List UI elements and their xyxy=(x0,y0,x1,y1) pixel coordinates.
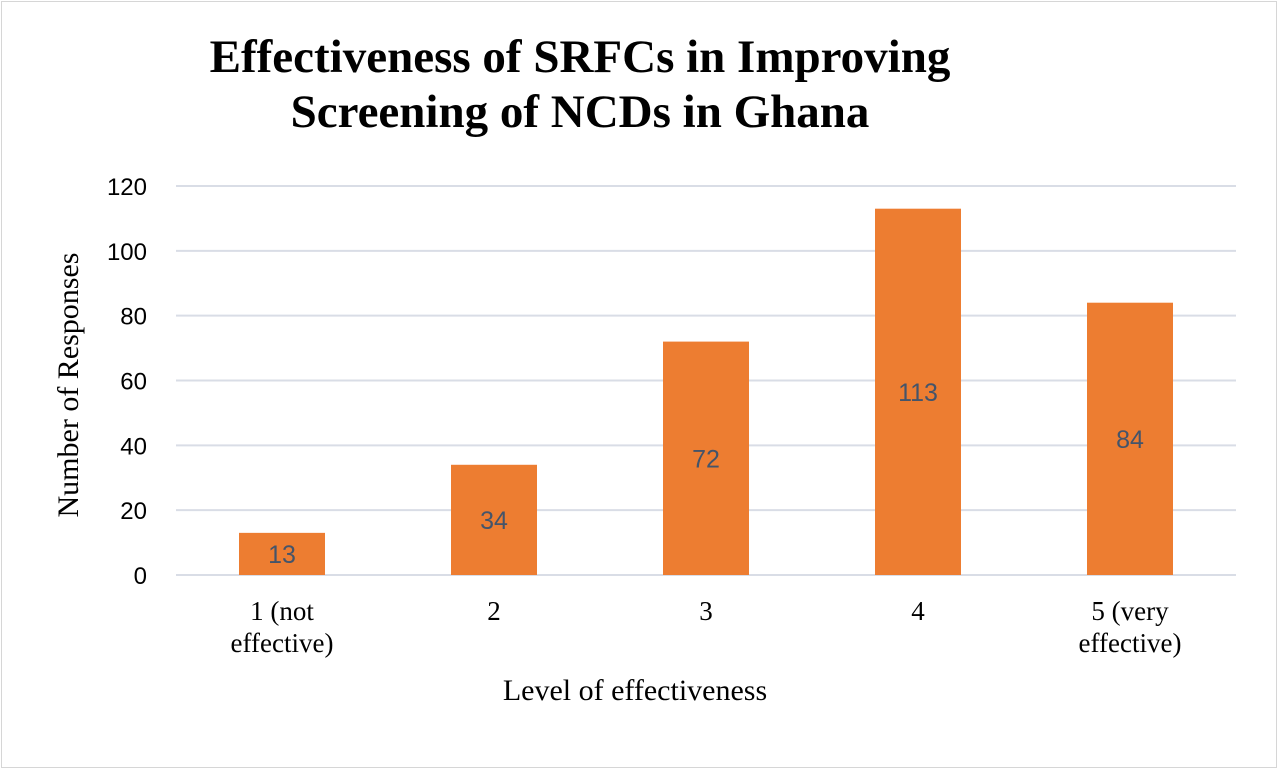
y-tick-label: 40 xyxy=(120,433,147,460)
y-tick-label: 80 xyxy=(120,304,147,331)
bar xyxy=(875,208,961,576)
x-axis-ticks: 1 (not effective) 2 3 4 5 (very effective) xyxy=(231,596,1182,658)
x-tick-label: 4 xyxy=(911,596,925,626)
bars xyxy=(239,208,1173,576)
y-tick-label: 20 xyxy=(120,498,147,525)
bar xyxy=(451,464,537,575)
chart-title: Effectiveness of SRFCs in Improving Scre… xyxy=(130,30,1030,140)
data-label: 72 xyxy=(692,445,720,473)
chart-title-line-1: Effectiveness of SRFCs in Improving xyxy=(209,31,951,83)
data-label: 84 xyxy=(1116,426,1144,454)
bar xyxy=(663,341,749,575)
y-tick-label: 100 xyxy=(107,239,147,266)
bar xyxy=(239,532,325,575)
y-tick-label: 60 xyxy=(120,369,147,396)
x-tick-label: 2 xyxy=(487,596,501,626)
bar xyxy=(1087,302,1173,575)
chart-title-line-2: Screening of NCDs in Ghana xyxy=(290,86,870,138)
x-axis-title: Level of effectiveness xyxy=(503,674,767,707)
data-labels: 13 34 72 113 84 xyxy=(268,379,1144,569)
x-tick-label: 5 (very effective) xyxy=(1079,596,1182,658)
data-label: 34 xyxy=(480,507,508,535)
y-tick-label: 120 xyxy=(107,174,147,201)
y-tick-label: 0 xyxy=(134,563,147,590)
data-label: 113 xyxy=(898,379,938,407)
x-tick-label: 3 xyxy=(699,596,713,626)
x-tick-label: 1 (not effective) xyxy=(231,596,334,658)
data-label: 13 xyxy=(268,541,296,569)
y-axis-title: Number of Responses xyxy=(52,253,85,518)
y-axis-ticks: 0 20 40 60 80 100 120 xyxy=(107,174,147,590)
